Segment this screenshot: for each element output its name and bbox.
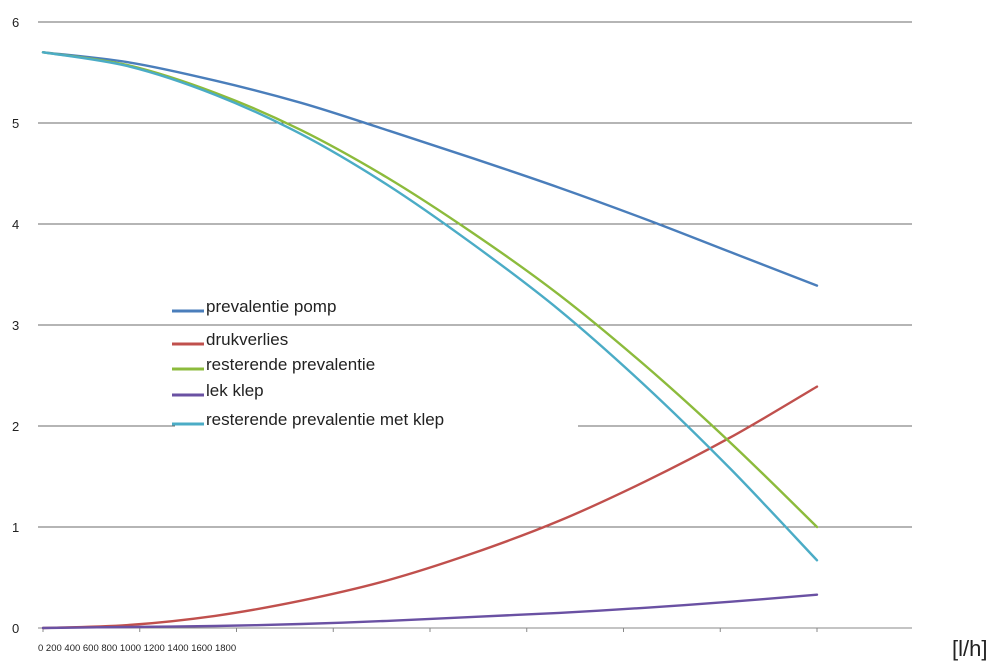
series-line-drukverlies xyxy=(41,385,819,630)
series-line-lek-klep xyxy=(41,593,819,630)
series-line-resterende-prevalentie-met-klep xyxy=(41,51,819,562)
legend-label: drukverlies xyxy=(206,330,288,349)
x-axis-tick-labels: 0 200 400 600 800 1000 1200 1400 1600 18… xyxy=(38,643,236,654)
legend-label: prevalentie pomp xyxy=(206,297,336,316)
series-line-resterende-prevalentie xyxy=(41,51,819,529)
y-tick-label: 0 xyxy=(12,621,19,636)
legend-label: resterende prevalentie xyxy=(206,355,375,374)
y-axis-ticks: 0 1 2 3 4 5 6 xyxy=(12,15,19,636)
y-tick-label: 2 xyxy=(12,419,19,434)
legend-label: resterende prevalentie met klep xyxy=(206,410,444,429)
y-tick-label: 1 xyxy=(12,520,19,535)
x-axis-unit-label: [l/h] xyxy=(952,636,987,661)
series-lines xyxy=(41,51,819,630)
y-tick-label: 5 xyxy=(12,116,19,131)
y-tick-label: 6 xyxy=(12,15,19,30)
gridlines xyxy=(38,21,912,528)
y-tick-label: 3 xyxy=(12,318,19,333)
y-tick-label: 4 xyxy=(12,217,19,232)
legend: prevalentie pomp drukverlies resterende pr… xyxy=(172,297,444,429)
x-axis xyxy=(38,627,912,632)
series-line-prevalentie-pomp xyxy=(41,51,819,287)
legend-label: lek klep xyxy=(206,381,264,400)
